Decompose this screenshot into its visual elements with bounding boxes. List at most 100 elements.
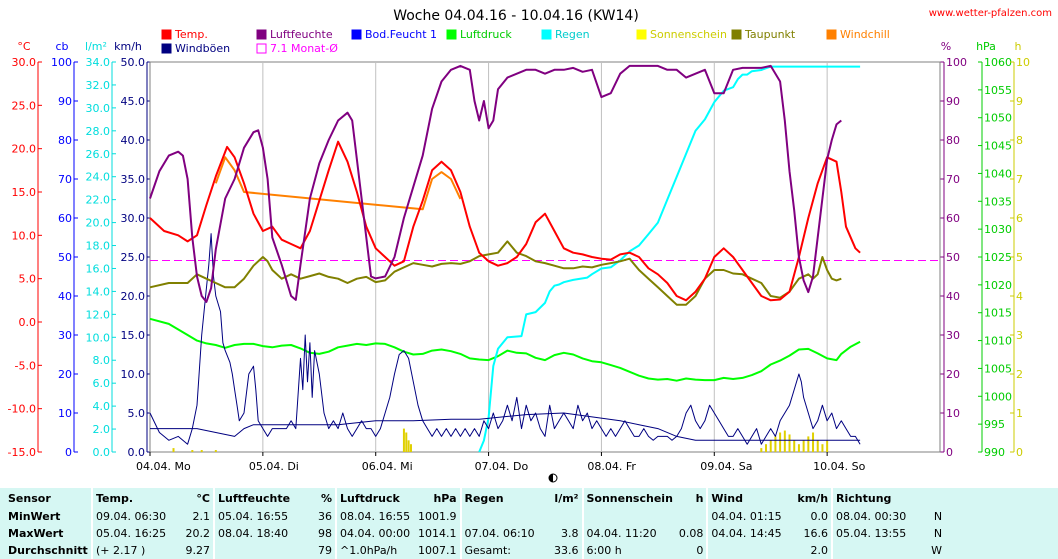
axis-tick-pressure: 1015 xyxy=(984,307,1012,320)
axis-tick-pressure: 1000 xyxy=(984,390,1012,403)
axis-tick-rain: 24.0 xyxy=(86,171,111,184)
stats-header-dir: Richtung xyxy=(831,488,922,508)
sunshine-bar xyxy=(402,428,405,452)
axis-tick-rain: 16.0 xyxy=(86,262,111,275)
axis-tick-temp: -10.0 xyxy=(8,403,36,416)
stats-cell-temp-value: 2.1 xyxy=(192,510,211,523)
legend-swatch xyxy=(351,29,362,40)
axis-tick-cb: 10 xyxy=(58,407,72,420)
stats-cell-sun-time: 04.04. 11:20 xyxy=(581,525,676,542)
stats-cell-dir-value: W xyxy=(931,544,943,557)
legend-label: Windböen xyxy=(175,42,230,55)
stats-cell-rain-value xyxy=(546,508,583,525)
axis-tick-humidity: 70 xyxy=(946,173,960,186)
axis-tick-sun: 1 xyxy=(1016,407,1023,420)
axis-tick-rain: 18.0 xyxy=(86,240,111,253)
axis-tick-rain: 14.0 xyxy=(86,285,111,298)
axis-tick-wind: 10.0 xyxy=(121,368,146,381)
axis-tick-humidity: 90 xyxy=(946,95,960,108)
sunshine-bar xyxy=(812,432,815,452)
legend-label: Regen xyxy=(555,28,590,41)
sunshine-bar xyxy=(200,450,203,452)
axis-tick-rain: 26.0 xyxy=(86,148,111,161)
stats-header-sun-unit: h xyxy=(695,491,704,505)
legend-label: Bod.Feucht 1 xyxy=(365,28,437,41)
series-line-windchill xyxy=(214,156,462,211)
stats-header-row: Sensor Temp. °C Luftfeuchte % Luftdruck … xyxy=(0,488,1057,508)
axis-tick-sun: 5 xyxy=(1016,251,1023,264)
axis-tick-wind: 45.0 xyxy=(121,95,146,108)
stats-cell-temp-time: 09.04. 06:30 xyxy=(91,508,179,525)
sunshine-bar xyxy=(760,448,763,452)
sunshine-bar xyxy=(779,432,782,452)
axis-tick-sun: 0 xyxy=(1016,446,1023,459)
legend-swatch xyxy=(161,43,172,54)
axis-tick-pressure: 1010 xyxy=(984,335,1012,348)
stats-cell-temp-time: (+ 2.17 ) xyxy=(91,542,179,559)
stats-cell-hum-time: 05.04. 16:55 xyxy=(213,508,311,525)
series-line-wind xyxy=(150,412,861,441)
stats-cell-filler xyxy=(945,542,1057,559)
axis-tick-cb: 20 xyxy=(58,368,72,381)
stats-header-sensor: Sensor xyxy=(8,491,51,505)
stats-row-label: MaxWert xyxy=(8,527,64,540)
chart-legend: Temp. Luftfeuchte Bod.Feucht 1 Luftdruck Reg… xyxy=(161,28,890,55)
stats-cell-wind-time: 04.04. 01:15 xyxy=(706,508,795,525)
axis-tick-cb: 50 xyxy=(58,251,72,264)
stats-cell-pres-value: 1014.1 xyxy=(418,527,457,540)
axis-tick-sun: 2 xyxy=(1016,368,1023,381)
axis-unit-humidity: % xyxy=(941,40,951,53)
stats-header-temp-unit: °C xyxy=(196,491,210,505)
stats-cell-dir-time: 05.04. 13:55 xyxy=(831,525,922,542)
axis-tick-humidity: 60 xyxy=(946,212,960,225)
stats-header-rain-unit: l/m² xyxy=(554,491,579,505)
axis-tick-rain: 22.0 xyxy=(86,194,111,207)
axis-tick-rain: 10.0 xyxy=(86,331,111,344)
legend-swatch xyxy=(826,29,837,40)
axis-tick-wind: 30.0 xyxy=(121,212,146,225)
chart-title: Woche 04.04.16 - 10.04.16 (KW14) xyxy=(393,8,639,24)
axis-tick-humidity: 50 xyxy=(946,251,960,264)
stats-cell-pres-time: 04.04. 00:00 xyxy=(335,525,415,542)
axis-tick-temp: 0.0 xyxy=(19,316,37,329)
axis-tick-rain: 2.0 xyxy=(93,423,111,436)
stats-cell-rain-value: 33.6 xyxy=(554,544,579,557)
stats-cell-filler xyxy=(945,525,1057,542)
stats-cell-sun-value: 0 xyxy=(696,544,704,557)
sunshine-bar xyxy=(793,440,796,452)
axis-unit-cb: cb xyxy=(55,40,68,53)
stats-cell-hum-value: 36 xyxy=(318,510,332,523)
stats-cell-wind-time xyxy=(706,542,795,559)
sunshine-bar xyxy=(797,444,800,452)
axis-tick-sun: 4 xyxy=(1016,290,1023,303)
x-tick-label: 04.04. Mo xyxy=(136,460,191,473)
axis-tick-pressure: 1030 xyxy=(984,223,1012,236)
axis-tick-cb: 0 xyxy=(65,446,72,459)
stats-cell-wind-value: 16.6 xyxy=(803,527,829,540)
axis-tick-sun: 10 xyxy=(1016,56,1030,69)
axis-tick-sun: 8 xyxy=(1016,134,1023,147)
stats-cell-wind-value: 0.0 xyxy=(810,510,829,523)
stats-cell-pres-value: 1001.9 xyxy=(418,510,457,523)
axis-tick-wind: 35.0 xyxy=(121,173,146,186)
stats-header-dir-spacer xyxy=(921,488,945,508)
legend-label: Sonnenschein xyxy=(650,28,727,41)
stats-header-hum: Luftfeuchte xyxy=(213,488,311,508)
sunshine-bar xyxy=(191,450,194,452)
moon-phase-icon-shadow xyxy=(549,474,553,482)
stats-cell-rain-time xyxy=(459,508,546,525)
axis-tick-pressure: 1020 xyxy=(984,279,1012,292)
axis-unit-pressure: hPa xyxy=(976,40,996,53)
stats-cell-temp-time: 05.04. 16:25 xyxy=(91,525,179,542)
axis-tick-humidity: 0 xyxy=(946,446,953,459)
axis-tick-rain: 28.0 xyxy=(86,125,111,138)
x-axis-labels: 04.04. Mo 05.04. Di 06.04. Mi 07.04. Do 08.0… xyxy=(136,452,866,473)
stats-cell-hum-time xyxy=(213,542,311,559)
sunshine-bar xyxy=(807,436,810,452)
stats-cell-dir-value: N xyxy=(933,510,943,523)
sunshine-bar xyxy=(214,450,217,452)
axis-tick-temp: 15.0 xyxy=(12,186,37,199)
weather-chart: Woche 04.04.16 - 10.04.16 (KW14) www.wet… xyxy=(8,8,1052,483)
site-link[interactable]: www.wetter-pfalzen.com xyxy=(929,8,1052,19)
stats-header-pres: Luftdruck xyxy=(335,488,415,508)
